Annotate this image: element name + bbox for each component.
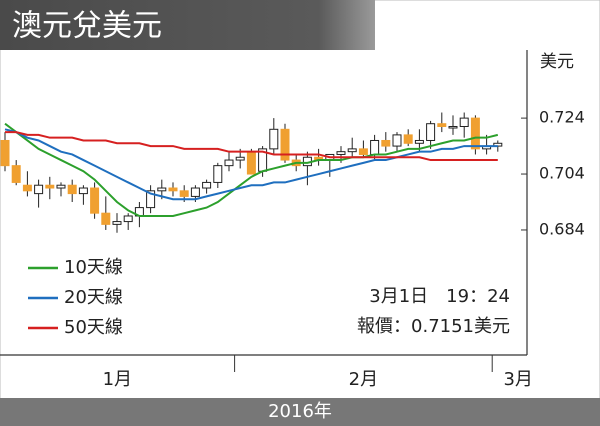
candle-body <box>403 134 413 144</box>
annotation: 報價：0.7151美元 <box>357 316 510 337</box>
candle-body <box>112 221 122 225</box>
title-band <box>0 0 375 50</box>
x-tick-label: 3月 <box>503 369 532 390</box>
candle-body <box>448 126 458 129</box>
candle-body <box>224 159 234 167</box>
y-tick-label: 0.724 <box>539 108 585 127</box>
y-axis-label: 美元 <box>540 52 574 72</box>
chart-title: 澳元兌美元 <box>12 9 162 44</box>
candle-body <box>381 139 391 147</box>
candle-body <box>470 117 480 150</box>
candle-body <box>56 184 66 189</box>
y-tick-label: 0.684 <box>539 219 585 238</box>
candle-body <box>202 181 212 189</box>
legend-label: 20天線 <box>64 287 123 308</box>
candle-body <box>179 190 189 197</box>
ma-line <box>5 131 498 162</box>
candle-body <box>358 148 368 155</box>
candle-body <box>157 187 167 192</box>
legend-label: 50天線 <box>64 317 123 338</box>
candle-body <box>370 139 380 155</box>
candle-body <box>22 184 32 192</box>
candle-body <box>235 156 245 161</box>
candle-body <box>123 215 133 223</box>
candle-body <box>45 184 55 189</box>
candle-body <box>101 212 111 225</box>
y-tick-label: 0.704 <box>539 164 585 183</box>
ma-line <box>4 128 498 201</box>
candle-body <box>67 184 77 195</box>
candle-body <box>414 139 424 144</box>
candle-body <box>336 151 346 155</box>
candle-body <box>146 190 156 209</box>
candle-body <box>437 123 447 128</box>
year-label: 2016年 <box>268 401 332 422</box>
candle-body <box>459 117 469 128</box>
candle-body <box>78 187 88 195</box>
candle-body <box>246 151 256 175</box>
candle-body <box>34 184 44 195</box>
x-tick-label: 1月 <box>103 369 132 390</box>
candle-body <box>168 187 178 192</box>
candle-body <box>280 128 290 161</box>
year-band <box>0 398 600 426</box>
candle-body <box>90 187 100 214</box>
annotation: 3月1日 19：24 <box>369 286 510 307</box>
candle-body <box>190 187 200 197</box>
candle-body <box>392 134 402 147</box>
candle-body <box>269 128 279 150</box>
candle-body <box>213 165 223 183</box>
x-tick-label: 2月 <box>349 369 378 390</box>
candle-body <box>426 123 436 141</box>
candle-body <box>11 165 21 183</box>
candle-body <box>347 148 357 153</box>
legend-label: 10天線 <box>64 257 123 278</box>
candle-body <box>0 139 10 167</box>
ma-line <box>4 122 499 217</box>
